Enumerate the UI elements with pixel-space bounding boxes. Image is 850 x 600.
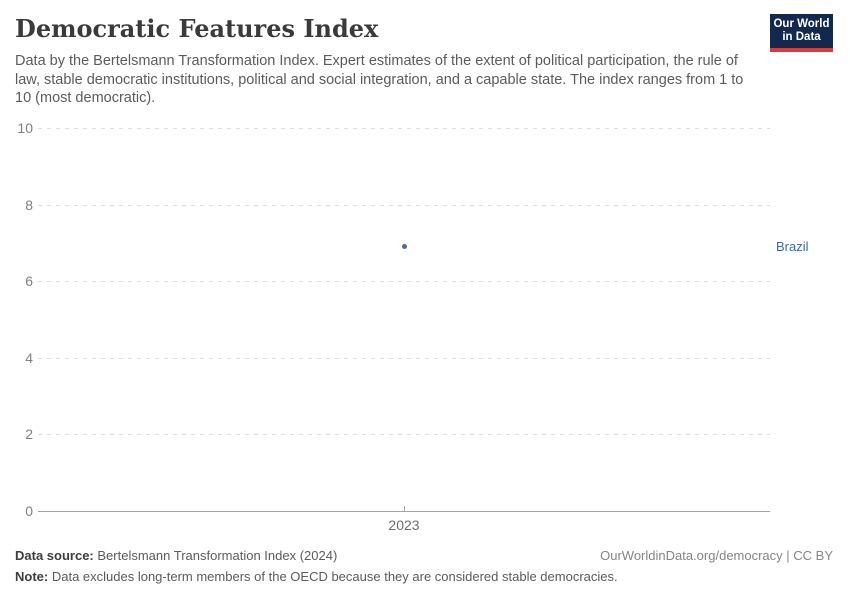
y-axis-tick-label-2: 2 — [25, 426, 33, 443]
owid-logo-line1: Our World — [773, 18, 830, 30]
note-label: Note: — [15, 569, 49, 584]
y-gridline-8 — [38, 204, 770, 206]
y-axis-tick-label-0: 0 — [25, 503, 33, 519]
data-point-brazil[interactable] — [401, 244, 407, 250]
chart-subtitle: Data by the Bertelsmann Transformation I… — [15, 53, 744, 106]
y-gridline-10 — [38, 128, 770, 129]
y-axis-tick-label-4: 4 — [25, 349, 33, 366]
data-source-label: Data source: — [15, 548, 94, 563]
owid-logo-line2: in Data — [782, 31, 821, 43]
x-axis-tick — [404, 506, 405, 511]
y-axis-tick-label-6: 6 — [25, 273, 33, 290]
y-gridline-2 — [38, 434, 770, 436]
y-axis-tick-label-10: 10 — [17, 120, 33, 136]
x-axis-tick-label: 2023 — [388, 517, 420, 533]
x-axis-line — [38, 511, 770, 512]
y-gridline-6 — [38, 281, 770, 283]
data-source-value: Bertelsmann Transformation Index (2024) — [97, 548, 338, 563]
series-label-brazil[interactable]: Brazil — [776, 239, 809, 255]
chart-footer: Data source: Bertelsmann Transformation … — [15, 548, 833, 563]
owid-logo[interactable]: Our World in Data — [770, 14, 833, 52]
note-value: Data excludes long-term members of the O… — [51, 569, 618, 584]
y-gridline-4 — [38, 357, 770, 359]
owid-url-license-link[interactable]: OurWorldinData.org/democracy | CC BY — [600, 548, 833, 563]
data-source-text: Data source: Bertelsmann Transformation … — [15, 548, 337, 563]
chart-note: Note: Data excludes long-term members of… — [15, 569, 833, 584]
y-axis-tick-label-8: 8 — [25, 196, 33, 213]
page-title: Democratic Features Index — [15, 14, 379, 43]
